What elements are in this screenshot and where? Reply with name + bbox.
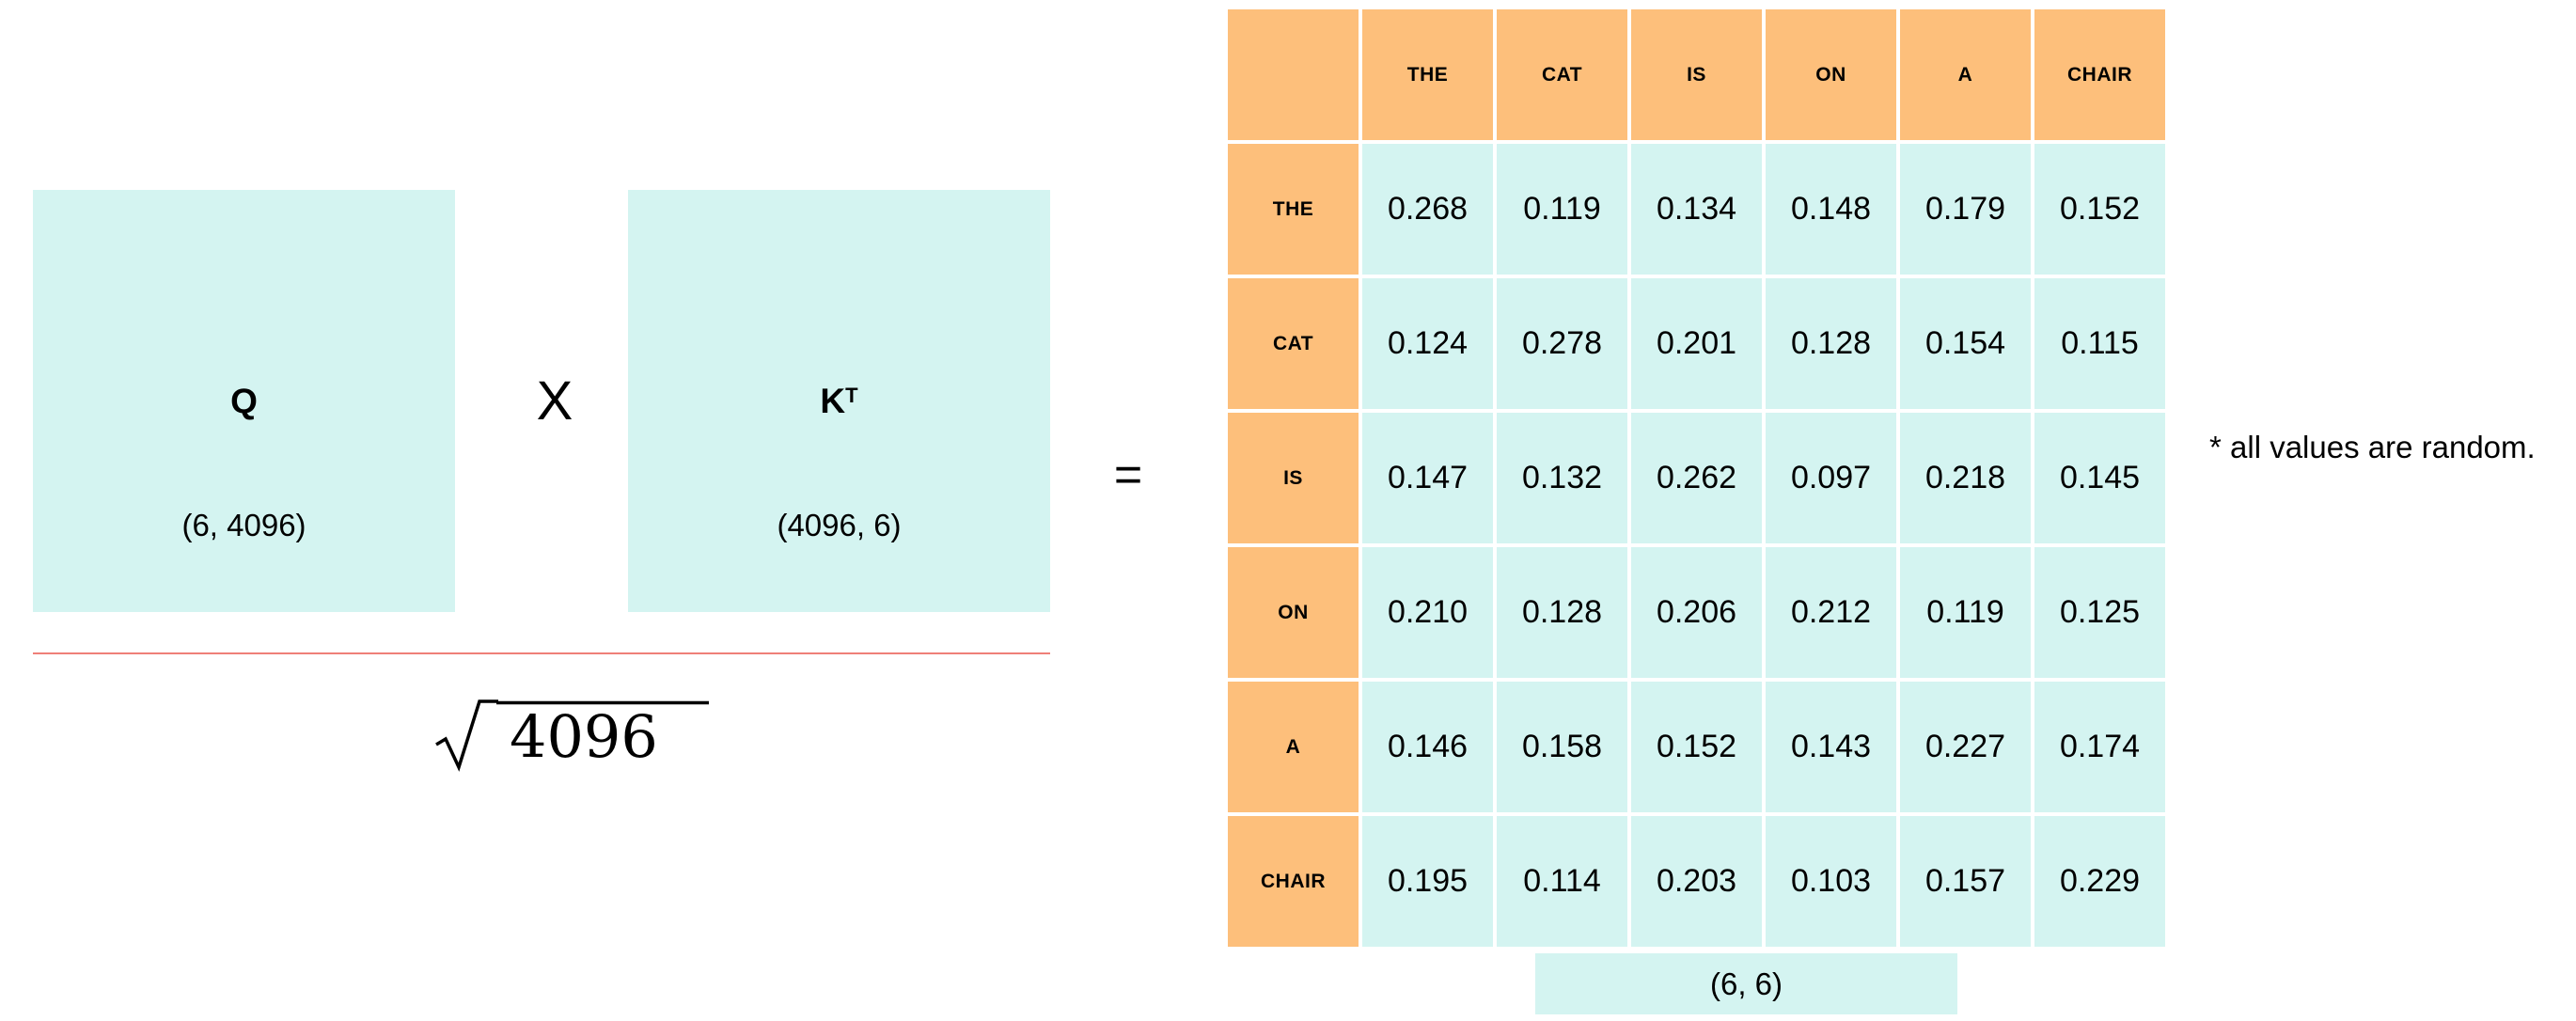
table-row: ON 0.210 0.128 0.206 0.212 0.119 0.125 (1224, 543, 2169, 682)
q-matrix-label: Q (230, 382, 258, 420)
column-header: THE (1359, 6, 1497, 144)
row-header: ON (1224, 543, 1362, 682)
score-cell: 0.179 (1896, 140, 2034, 278)
score-cell: 0.210 (1359, 543, 1497, 682)
score-cell: 0.201 (1627, 275, 1766, 413)
column-header: CHAIR (2031, 6, 2169, 144)
k-transpose-shape: (4096, 6) (777, 508, 902, 542)
q-matrix-box: Q (6, 4096) (33, 190, 455, 612)
q-matrix-shape: (6, 4096) (181, 508, 306, 542)
table-row: CAT 0.124 0.278 0.201 0.128 0.154 0.115 (1224, 275, 2169, 413)
k-transpose-label: KT (628, 381, 1050, 422)
row-header: CHAIR (1224, 812, 1362, 950)
table-header-row: THE CAT IS ON A CHAIR (1224, 6, 2169, 144)
table-row: A 0.146 0.158 0.152 0.143 0.227 0.174 (1224, 678, 2169, 816)
score-cell: 0.278 (1493, 275, 1631, 413)
equals-symbol: = (1113, 448, 1143, 502)
score-cell: 0.268 (1359, 140, 1497, 278)
score-cell: 0.119 (1896, 543, 2034, 682)
score-cell: 0.154 (1896, 275, 2034, 413)
score-cell: 0.134 (1627, 140, 1766, 278)
score-cell: 0.227 (1896, 678, 2034, 816)
k-matrix-letter: K (820, 382, 846, 420)
score-cell: 0.143 (1762, 678, 1900, 816)
score-cell: 0.128 (1493, 543, 1631, 682)
score-cell: 0.097 (1762, 409, 1900, 547)
denominator-value: 4096 (510, 702, 658, 771)
score-cell: 0.128 (1762, 275, 1900, 413)
result-shape-label: (6, 6) (1535, 953, 1957, 1014)
score-cell: 0.195 (1359, 812, 1497, 950)
row-header: CAT (1224, 275, 1362, 413)
row-header: THE (1224, 140, 1362, 278)
column-header: CAT (1493, 6, 1631, 144)
score-cell: 0.145 (2031, 409, 2169, 547)
score-cell: 0.148 (1762, 140, 1900, 278)
score-cell: 0.146 (1359, 678, 1497, 816)
sqrt-denominator: 4096 (432, 698, 715, 773)
table-row: THE 0.268 0.119 0.134 0.148 0.179 0.152 (1224, 140, 2169, 278)
k-transpose-matrix-box: KT (4096, 6) (628, 190, 1050, 612)
score-cell: 0.174 (2031, 678, 2169, 816)
attention-score-table: THE CAT IS ON A CHAIR THE 0.268 0.119 0.134 0.148 0… (1224, 6, 2169, 950)
transpose-superscript: T (845, 384, 858, 407)
score-cell: 0.115 (2031, 275, 2169, 413)
score-cell: 0.158 (1493, 678, 1631, 816)
table-row: CHAIR 0.195 0.114 0.203 0.103 0.157 0.229 (1224, 812, 2169, 950)
score-cell: 0.152 (2031, 140, 2169, 278)
score-cell: 0.262 (1627, 409, 1766, 547)
score-cell: 0.147 (1359, 409, 1497, 547)
score-cell: 0.114 (1493, 812, 1631, 950)
column-header: ON (1762, 6, 1900, 144)
fraction-line (33, 652, 1050, 654)
footnote: * all values are random. (2209, 430, 2536, 464)
score-cell: 0.212 (1762, 543, 1900, 682)
score-cell: 0.203 (1627, 812, 1766, 950)
score-cell: 0.132 (1493, 409, 1631, 547)
row-header: A (1224, 678, 1362, 816)
score-cell: 0.157 (1896, 812, 2034, 950)
score-cell: 0.125 (2031, 543, 2169, 682)
radical-overbar (496, 700, 709, 705)
score-cell: 0.229 (2031, 812, 2169, 950)
row-header: IS (1224, 409, 1362, 547)
table-corner-cell (1224, 6, 1362, 144)
score-cell: 0.206 (1627, 543, 1766, 682)
square-root-icon (435, 699, 498, 772)
score-cell: 0.119 (1493, 140, 1631, 278)
column-header: IS (1627, 6, 1766, 144)
multiply-symbol: X (536, 370, 573, 432)
score-cell: 0.103 (1762, 812, 1900, 950)
score-cell: 0.124 (1359, 275, 1497, 413)
column-header: A (1896, 6, 2034, 144)
score-cell: 0.152 (1627, 678, 1766, 816)
table-row: IS 0.147 0.132 0.262 0.097 0.218 0.145 (1224, 409, 2169, 547)
score-cell: 0.218 (1896, 409, 2034, 547)
